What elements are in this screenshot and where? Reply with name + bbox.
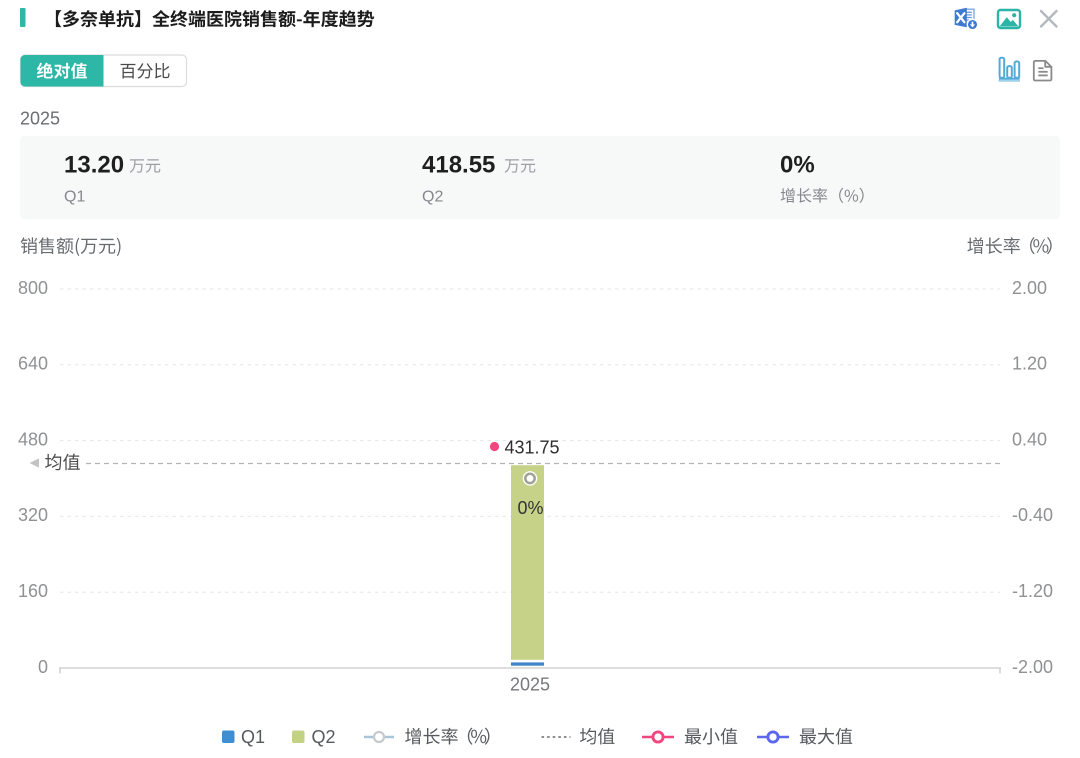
svg-text:13.20: 13.20 [64,152,124,179]
svg-text:320: 320 [18,505,48,525]
svg-text:0: 0 [38,657,48,677]
svg-text:-2.00: -2.00 [1012,657,1053,677]
svg-text:160: 160 [18,581,48,601]
svg-text:Q2: Q2 [422,189,443,206]
svg-text:2.00: 2.00 [1012,278,1047,298]
svg-text:Q2: Q2 [312,727,336,747]
svg-text:800: 800 [18,278,48,298]
svg-text:0.40: 0.40 [1012,429,1047,449]
svg-text:1.20: 1.20 [1012,354,1047,374]
svg-text:431.75: 431.75 [505,438,560,458]
svg-text:-0.40: -0.40 [1012,505,1053,525]
svg-text:640: 640 [18,354,48,374]
svg-text:0%: 0% [780,152,815,179]
svg-text:2025: 2025 [510,675,550,695]
svg-text:Q1: Q1 [64,189,85,206]
svg-text:0%: 0% [517,498,543,518]
svg-text:-1.20: -1.20 [1012,581,1053,601]
svg-text:480: 480 [18,429,48,449]
svg-text:Q1: Q1 [241,727,265,747]
svg-text:2025: 2025 [20,109,60,129]
svg-text:418.55: 418.55 [422,152,495,179]
